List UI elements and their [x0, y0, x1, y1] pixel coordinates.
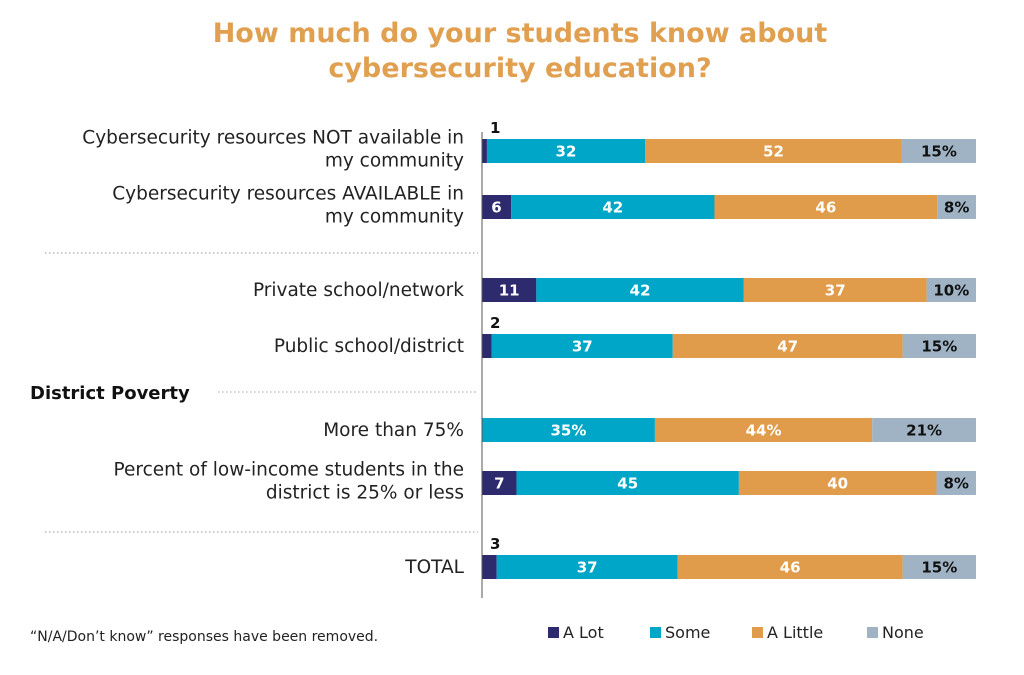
bar-segment-a-little	[654, 418, 873, 442]
legend-item-a-lot: A Lot	[548, 623, 604, 642]
bar-segment-a-lot	[482, 471, 517, 495]
category-label: Cybersecurity resources NOT available in	[82, 128, 464, 149]
data-label: 42	[630, 282, 651, 300]
category-label: Public school/district	[274, 336, 464, 357]
bar-segment-some	[516, 471, 739, 495]
data-label: 37	[577, 559, 598, 577]
category-label: my community	[325, 151, 464, 172]
bar-segment-a-little	[672, 334, 903, 358]
legend: A Lot Some A Little None	[548, 623, 924, 642]
bar-row: Percent of low-income students in thedis…	[114, 460, 976, 504]
section-label-district-poverty: District Poverty	[30, 383, 190, 404]
bar-segment-none	[901, 139, 976, 163]
data-label: 32	[556, 143, 577, 161]
bar-segment-a-lot	[482, 195, 512, 219]
category-label: district is 25% or less	[266, 483, 464, 504]
legend-label: None	[882, 623, 924, 642]
data-label: 15%	[921, 143, 957, 161]
bar-segment-some	[486, 139, 646, 163]
data-label-outside: 2	[490, 314, 500, 332]
data-label: 52	[763, 143, 784, 161]
legend-swatch	[650, 627, 661, 638]
bar-segment-a-lot	[482, 555, 497, 579]
footnote: “N/A/Don’t know” responses have been rem…	[30, 629, 378, 645]
legend-swatch	[867, 627, 878, 638]
data-label: 21%	[906, 422, 942, 440]
data-label: 46	[815, 199, 836, 217]
chart-title: How much do your students know about cybe…	[213, 18, 828, 84]
bar-segment-some	[511, 195, 715, 219]
bar-segment-none	[872, 418, 976, 442]
data-label: 40	[827, 475, 848, 493]
data-label: 45	[617, 475, 638, 493]
bar-segment-none	[902, 555, 976, 579]
category-label: Private school/network	[253, 280, 464, 301]
legend-item-none: None	[867, 623, 924, 642]
bar-row: Public school/district 2 37 47 15%	[274, 314, 976, 358]
legend-item-a-little: A Little	[752, 623, 823, 642]
data-label-outside: 1	[490, 119, 500, 137]
footnote-text: “N/A/Don’t know” responses have been rem…	[30, 629, 378, 645]
data-label: 37	[825, 282, 846, 300]
bar-row: TOTAL 3 37 46 15%	[404, 535, 976, 579]
bar-segment-none	[902, 334, 976, 358]
data-label: 15%	[921, 338, 957, 356]
bar-segment-none	[936, 471, 976, 495]
data-label: 8%	[944, 475, 969, 493]
bar-segment-a-little	[714, 195, 938, 219]
title-line-1: How much do your students know about	[213, 18, 828, 49]
data-label: 7	[494, 475, 504, 493]
legend-item-some: Some	[650, 623, 710, 642]
bar-segment-a-little	[645, 139, 902, 163]
data-label: 15%	[921, 559, 957, 577]
data-label: 37	[572, 338, 593, 356]
bar-segment-a-little	[743, 278, 927, 302]
data-label: 35%	[550, 422, 586, 440]
section-label-group: District Poverty	[30, 383, 190, 404]
bar-segment-a-lot	[482, 278, 537, 302]
legend-label: A Lot	[563, 623, 604, 642]
bar-segment-none	[937, 195, 976, 219]
bar-segment-a-lot	[482, 139, 487, 163]
section-dividers	[45, 252, 478, 533]
bar-segment-some	[536, 278, 744, 302]
data-label: 47	[777, 338, 798, 356]
data-label: 46	[780, 559, 801, 577]
legend-label: Some	[665, 623, 710, 642]
data-label: 44%	[746, 422, 782, 440]
data-label: 8%	[944, 199, 969, 217]
data-label: 10%	[933, 282, 969, 300]
category-label: TOTAL	[404, 557, 464, 578]
chart-rows: Cybersecurity resources NOT available in…	[82, 119, 976, 579]
bar-row: Private school/network 11 42 37 10%	[253, 278, 976, 302]
bar-segment-a-little	[677, 555, 903, 579]
bar-segment-some	[491, 334, 673, 358]
bar-segment-some	[496, 555, 678, 579]
data-label-outside: 3	[490, 535, 500, 553]
legend-swatch	[548, 627, 559, 638]
legend-label: A Little	[767, 623, 823, 642]
data-label: 6	[491, 199, 501, 217]
bar-segment-a-little	[738, 471, 937, 495]
category-label: my community	[325, 207, 464, 228]
title-line-2: cybersecurity education?	[328, 53, 711, 84]
bar-segment-a-lot	[482, 334, 492, 358]
bar-row: Cybersecurity resources NOT available in…	[82, 119, 976, 172]
category-label: Percent of low-income students in the	[114, 460, 464, 481]
data-label: 11	[499, 282, 520, 300]
legend-swatch	[752, 627, 763, 638]
category-label: Cybersecurity resources AVAILABLE in	[112, 184, 464, 205]
data-label: 42	[602, 199, 623, 217]
bar-segment-none	[926, 278, 976, 302]
bar-row: More than 75% 35% 44% 21%	[323, 418, 976, 442]
category-label: More than 75%	[323, 420, 464, 441]
bar-segment-some	[482, 418, 655, 442]
